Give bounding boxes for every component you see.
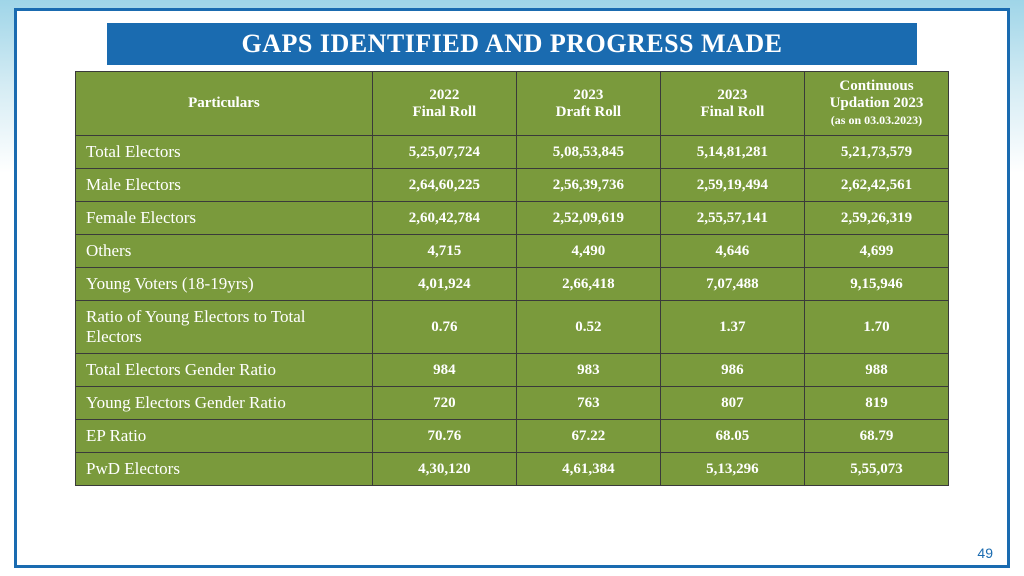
- table-row: Male Electors2,64,60,2252,56,39,7362,59,…: [76, 169, 949, 202]
- data-table: Particulars 2022 Final Roll 2023 Draft R…: [75, 71, 949, 486]
- header-continuous-updation: Continuous Updation 2023 (as on 03.03.20…: [804, 72, 948, 136]
- row-value: 763: [516, 387, 660, 420]
- row-value: 983: [516, 354, 660, 387]
- row-value: 986: [660, 354, 804, 387]
- row-value: 807: [660, 387, 804, 420]
- row-value: 68.05: [660, 420, 804, 453]
- row-label: Female Electors: [76, 202, 373, 235]
- row-value: 5,08,53,845: [516, 136, 660, 169]
- row-value: 5,55,073: [804, 453, 948, 486]
- row-value: 2,64,60,225: [372, 169, 516, 202]
- row-value: 5,25,07,724: [372, 136, 516, 169]
- row-label: Young Electors Gender Ratio: [76, 387, 373, 420]
- header-2023-draft: 2023 Draft Roll: [516, 72, 660, 136]
- row-value: 4,30,120: [372, 453, 516, 486]
- row-value: 4,699: [804, 235, 948, 268]
- row-label: Ratio of Young Electors to Total Elector…: [76, 301, 373, 354]
- row-label: EP Ratio: [76, 420, 373, 453]
- row-value: 0.76: [372, 301, 516, 354]
- row-value: 4,646: [660, 235, 804, 268]
- slide-container: GAPS IDENTIFIED AND PROGRESS MADE Partic…: [0, 0, 1024, 576]
- table-row: Others4,7154,4904,6464,699: [76, 235, 949, 268]
- table-row: PwD Electors4,30,1204,61,3845,13,2965,55…: [76, 453, 949, 486]
- row-label: Others: [76, 235, 373, 268]
- table-row: Ratio of Young Electors to Total Elector…: [76, 301, 949, 354]
- table-row: Female Electors2,60,42,7842,52,09,6192,5…: [76, 202, 949, 235]
- row-value: 5,13,296: [660, 453, 804, 486]
- row-label: PwD Electors: [76, 453, 373, 486]
- row-value: 4,490: [516, 235, 660, 268]
- row-value: 5,14,81,281: [660, 136, 804, 169]
- row-value: 4,01,924: [372, 268, 516, 301]
- slide-frame: GAPS IDENTIFIED AND PROGRESS MADE Partic…: [14, 8, 1010, 568]
- table-row: EP Ratio70.7667.2268.0568.79: [76, 420, 949, 453]
- header-particulars: Particulars: [76, 72, 373, 136]
- row-value: 2,59,19,494: [660, 169, 804, 202]
- row-value: 9,15,946: [804, 268, 948, 301]
- row-value: 2,52,09,619: [516, 202, 660, 235]
- table-header: Particulars 2022 Final Roll 2023 Draft R…: [76, 72, 949, 136]
- row-value: 67.22: [516, 420, 660, 453]
- table-row: Young Electors Gender Ratio720763807819: [76, 387, 949, 420]
- row-value: 2,56,39,736: [516, 169, 660, 202]
- row-value: 2,59,26,319: [804, 202, 948, 235]
- header-2022-final: 2022 Final Roll: [372, 72, 516, 136]
- row-value: 7,07,488: [660, 268, 804, 301]
- row-value: 0.52: [516, 301, 660, 354]
- header-2023-final: 2023 Final Roll: [660, 72, 804, 136]
- row-label: Total Electors: [76, 136, 373, 169]
- row-value: 1.70: [804, 301, 948, 354]
- table-row: Total Electors5,25,07,7245,08,53,8455,14…: [76, 136, 949, 169]
- row-value: 2,60,42,784: [372, 202, 516, 235]
- row-label: Young Voters (18-19yrs): [76, 268, 373, 301]
- row-value: 984: [372, 354, 516, 387]
- table-row: Total Electors Gender Ratio984983986988: [76, 354, 949, 387]
- row-value: 70.76: [372, 420, 516, 453]
- row-value: 4,61,384: [516, 453, 660, 486]
- row-label: Total Electors Gender Ratio: [76, 354, 373, 387]
- row-value: 988: [804, 354, 948, 387]
- row-value: 4,715: [372, 235, 516, 268]
- row-label: Male Electors: [76, 169, 373, 202]
- row-value: 68.79: [804, 420, 948, 453]
- row-value: 819: [804, 387, 948, 420]
- row-value: 2,62,42,561: [804, 169, 948, 202]
- row-value: 5,21,73,579: [804, 136, 948, 169]
- row-value: 2,55,57,141: [660, 202, 804, 235]
- slide-title: GAPS IDENTIFIED AND PROGRESS MADE: [107, 23, 917, 65]
- page-number: 49: [977, 545, 993, 561]
- table-row: Young Voters (18-19yrs)4,01,9242,66,4187…: [76, 268, 949, 301]
- table-body: Total Electors5,25,07,7245,08,53,8455,14…: [76, 136, 949, 486]
- row-value: 720: [372, 387, 516, 420]
- row-value: 1.37: [660, 301, 804, 354]
- row-value: 2,66,418: [516, 268, 660, 301]
